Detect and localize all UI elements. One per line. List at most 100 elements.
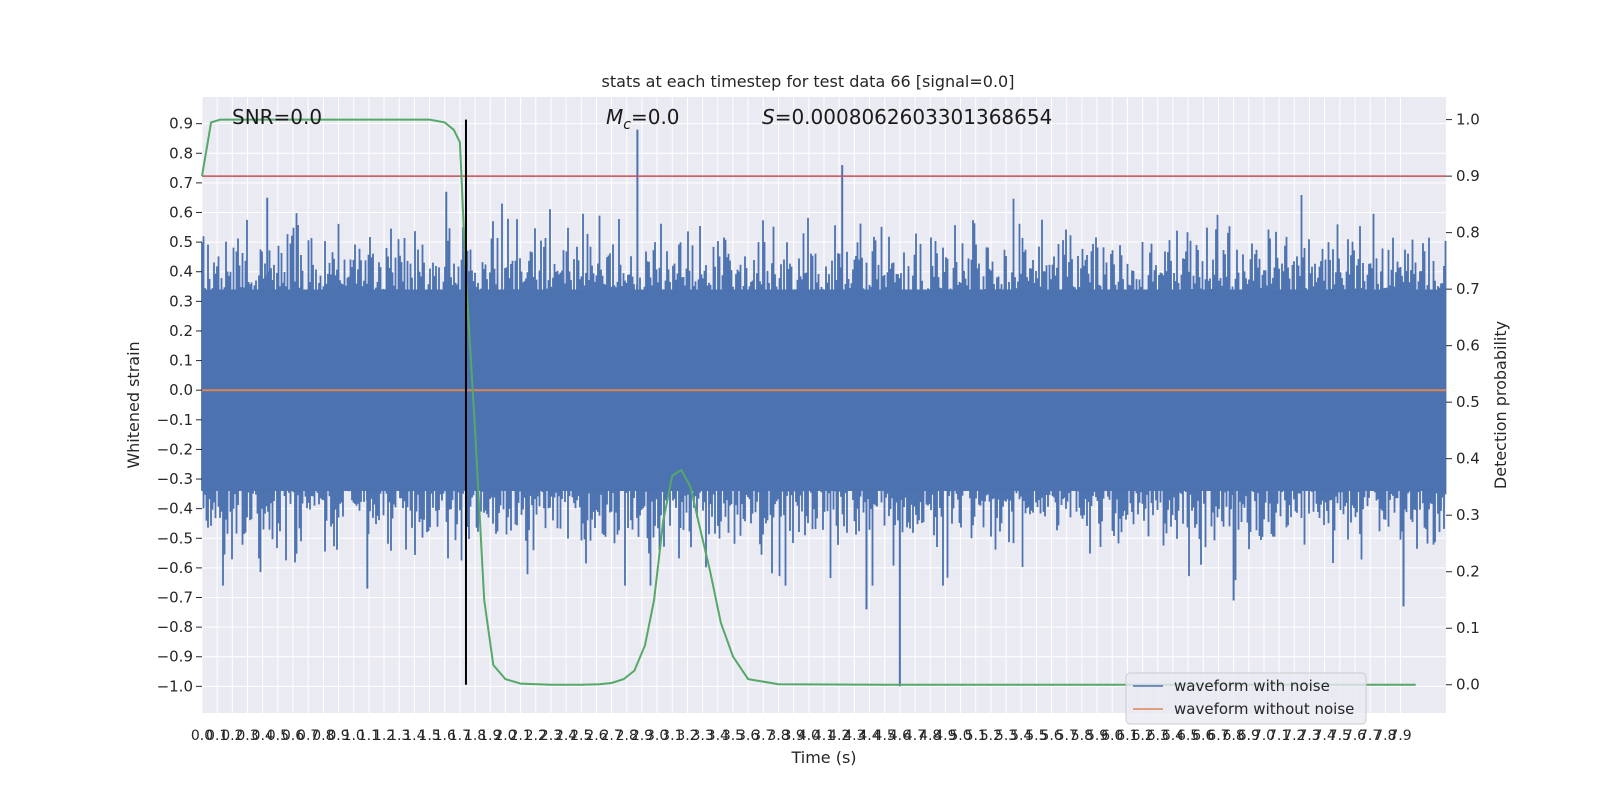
x-tick-label-13: 1.3 (388, 728, 410, 744)
x-tick-label-4: 0.4 (252, 728, 274, 744)
left-tick-label-12: −0.3 (157, 470, 193, 488)
right-tick-label-9: 0.1 (1456, 619, 1480, 637)
left-tick-label-15: −0.6 (157, 559, 193, 577)
left-tick-label-6: 0.3 (169, 292, 193, 310)
x-tick-label-50: 5.0 (949, 728, 971, 744)
x-tick-label-55: 5.5 (1025, 728, 1047, 744)
x-tick-label-60: 6.0 (1101, 728, 1123, 744)
x-tick-label-29: 2.9 (631, 728, 653, 744)
x-tick-label-8: 0.8 (312, 728, 334, 744)
x-tick-label-64: 6.4 (1162, 728, 1184, 744)
left-axis-ticks: 0.9 0.8 0.7 0.6 0.5 0.4 0.3 0.2 0.1 0.0 −0.1 −0.2 −0… (157, 115, 202, 695)
x-tick-label-63: 6.3 (1147, 728, 1169, 744)
x-tick-label-10: 1.0 (343, 728, 365, 744)
x-tick-label-75: 7.5 (1329, 728, 1351, 744)
x-tick-label-11: 1.1 (358, 728, 380, 744)
left-tick-label-1: 0.8 (169, 144, 193, 162)
x-tick-label-0: 0.0 (191, 728, 213, 744)
x-tick-label-70: 7.0 (1253, 728, 1275, 744)
x-tick-label-54: 5.4 (1010, 728, 1032, 744)
x-tick-label-44: 4.4 (858, 728, 880, 744)
x-tick-label-67: 6.7 (1207, 728, 1229, 744)
x-tick-label-39: 3.9 (783, 728, 805, 744)
left-tick-label-8: 0.1 (169, 352, 193, 370)
annotation-snr: SNR=0.0 (232, 105, 322, 129)
x-tick-label-15: 1.5 (418, 728, 440, 744)
left-tick-label-18: −0.9 (157, 648, 193, 666)
x-tick-label-74: 7.4 (1314, 728, 1336, 744)
x-tick-label-34: 3.4 (707, 728, 729, 744)
left-tick-label-3: 0.6 (169, 204, 193, 222)
x-tick-label-61: 6.1 (1116, 728, 1138, 744)
annotation-significance: S=0.0008062603301368654 (762, 105, 1052, 129)
x-tick-label-79: 7.9 (1389, 728, 1411, 744)
right-tick-label-6: 0.4 (1456, 450, 1480, 468)
x-tick-label-35: 3.5 (722, 728, 744, 744)
x-tick-label-37: 3.7 (752, 728, 774, 744)
x-tick-label-59: 5.9 (1086, 728, 1108, 744)
left-tick-label-7: 0.2 (169, 322, 193, 340)
x-tick-label-12: 1.2 (373, 728, 395, 744)
x-tick-label-28: 2.8 (616, 728, 638, 744)
annotation-s-value: =0.0008062603301368654 (775, 105, 1053, 129)
x-tick-label-71: 7.1 (1268, 728, 1290, 744)
x-tick-label-30: 3.0 (646, 728, 668, 744)
x-tick-label-49: 4.9 (934, 728, 956, 744)
x-tick-label-27: 2.7 (600, 728, 622, 744)
x-tick-label-72: 7.2 (1283, 728, 1305, 744)
right-axis-ticks: 1.0 0.9 0.8 0.7 0.6 0.5 0.4 0.3 0.2 0.1 0.0 (1446, 111, 1480, 694)
annotation-chirp-mass: Mc=0.0 (606, 105, 680, 133)
x-tick-label-14: 1.4 (403, 728, 425, 744)
annotation-mc-value: =0.0 (631, 105, 680, 129)
x-tick-label-53: 5.3 (995, 728, 1017, 744)
legend-label-waveform-with-noise: waveform with noise (1174, 677, 1330, 695)
x-tick-label-16: 1.6 (434, 728, 456, 744)
x-tick-label-51: 5.1 (965, 728, 987, 744)
right-axis-title: Detection probability (1491, 321, 1510, 489)
left-tick-label-5: 0.4 (169, 263, 193, 281)
left-tick-label-19: −1.0 (157, 677, 193, 695)
left-axis-title: Whitened strain (124, 341, 143, 468)
left-tick-label-16: −0.7 (157, 589, 193, 607)
x-tick-label-48: 4.8 (919, 728, 941, 744)
x-tick-label-65: 6.5 (1177, 728, 1199, 744)
x-tick-label-66: 6.6 (1192, 728, 1214, 744)
left-tick-label-14: −0.5 (157, 529, 193, 547)
left-tick-label-9: 0.0 (169, 381, 193, 399)
x-tick-label-20: 2.0 (494, 728, 516, 744)
annotation-s-symbol: S (762, 105, 775, 129)
x-tick-label-25: 2.5 (570, 728, 592, 744)
x-tick-label-58: 5.8 (1071, 728, 1093, 744)
x-tick-label-78: 7.8 (1374, 728, 1396, 744)
right-tick-label-8: 0.2 (1456, 563, 1480, 581)
x-tick-label-31: 3.1 (661, 728, 683, 744)
x-axis-ticks: 0.00.10.20.30.40.50.60.70.80.91.01.11.21… (191, 728, 1412, 744)
overlay-lines (201, 118, 1446, 686)
x-tick-label-32: 3.2 (676, 728, 698, 744)
right-tick-label-5: 0.5 (1456, 393, 1480, 411)
x-tick-label-33: 3.3 (692, 728, 714, 744)
x-tick-label-26: 2.6 (585, 728, 607, 744)
left-tick-label-13: −0.4 (157, 500, 193, 518)
left-tick-label-10: −0.1 (157, 411, 193, 429)
x-tick-label-40: 4.0 (798, 728, 820, 744)
chart-title: stats at each timestep for test data 66 … (602, 72, 1015, 91)
right-tick-label-10: 0.0 (1456, 676, 1480, 694)
x-tick-label-21: 2.1 (509, 728, 531, 744)
x-tick-label-23: 2.3 (540, 728, 562, 744)
x-tick-label-56: 5.6 (1040, 728, 1062, 744)
x-tick-label-3: 0.3 (236, 728, 258, 744)
x-tick-label-42: 4.2 (828, 728, 850, 744)
x-tick-label-24: 2.4 (555, 728, 577, 744)
x-tick-label-46: 4.6 (889, 728, 911, 744)
annotation-mc-subscript: c (623, 117, 631, 133)
left-tick-label-17: −0.8 (157, 618, 193, 636)
x-tick-label-36: 3.6 (737, 728, 759, 744)
left-tick-label-0: 0.9 (169, 115, 193, 133)
x-tick-label-19: 1.9 (479, 728, 501, 744)
x-tick-label-76: 7.6 (1344, 728, 1366, 744)
x-tick-label-6: 0.6 (282, 728, 304, 744)
right-tick-label-2: 0.8 (1456, 224, 1480, 242)
x-tick-label-57: 5.7 (1056, 728, 1078, 744)
